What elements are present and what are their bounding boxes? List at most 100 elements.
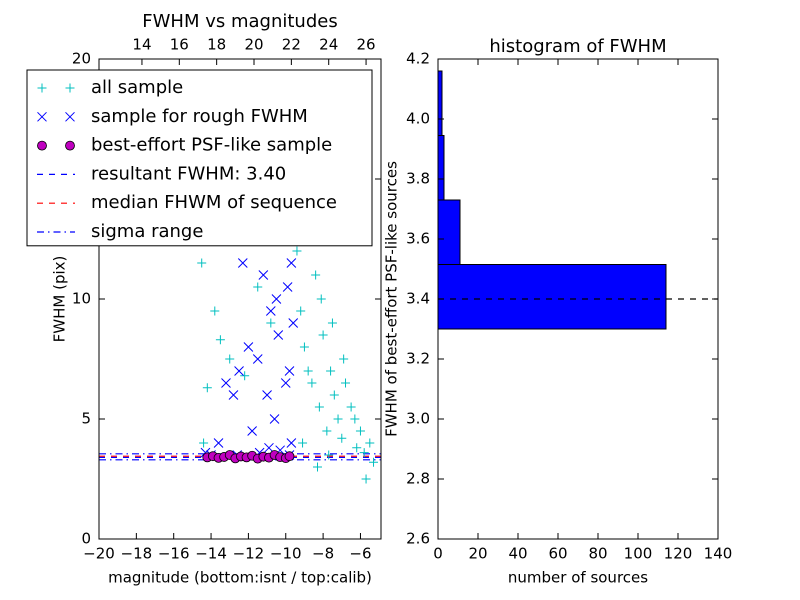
y-tick-label: 4.2 [406, 50, 430, 68]
marker-point [213, 438, 224, 448]
marker-point [292, 246, 302, 256]
legend-label: median FHWM of sequence [91, 192, 337, 213]
marker-point [247, 426, 257, 436]
x2-tick-label: 22 [282, 36, 301, 54]
marker-point [210, 306, 220, 316]
marker-point [197, 258, 207, 268]
marker-point [284, 366, 295, 376]
marker-point [282, 282, 293, 292]
marker-point [202, 383, 212, 393]
marker-point [346, 402, 356, 412]
marker-point [273, 330, 284, 340]
legend-marker [65, 111, 75, 122]
x-tick-label: −6 [349, 545, 371, 563]
marker-point [307, 378, 317, 388]
marker-point [350, 414, 360, 424]
marker-point [288, 318, 299, 328]
marker-point [355, 426, 365, 436]
x-tick-label: −14 [195, 545, 227, 563]
marker-point [262, 390, 272, 400]
y-tick-label: 2.8 [406, 470, 430, 488]
marker-point [240, 371, 250, 381]
marker-point [280, 378, 291, 388]
marker-point [314, 402, 324, 412]
marker-point [286, 258, 297, 268]
x-tick-label: −18 [121, 545, 153, 563]
x2-tick-label: 20 [244, 36, 263, 54]
marker-point [286, 438, 297, 448]
marker-point [352, 443, 362, 453]
legend: all sample sample for rough FWHM best-effo… [26, 69, 373, 247]
x2-tick-label: 24 [319, 36, 338, 54]
y-tick-label: 4.0 [406, 110, 430, 128]
legend-label: best-effort PSF-like sample [91, 135, 332, 156]
legend-box [26, 69, 373, 247]
marker-point [337, 433, 347, 443]
x-axis-label: number of sources [508, 569, 648, 587]
chart-title: histogram of FWHM [489, 36, 666, 57]
marker-point [284, 451, 295, 462]
legend-marker [65, 140, 75, 151]
marker-point [266, 318, 276, 328]
x-tick-label: 100 [624, 545, 653, 563]
legend-marker [65, 83, 75, 93]
marker-point [365, 438, 375, 448]
y-tick-label: 20 [72, 50, 91, 68]
x-tick-label: 120 [664, 545, 693, 563]
y-tick-label: 0 [81, 530, 91, 548]
x2-tick-label: 26 [357, 36, 376, 54]
x-tick-label: −20 [83, 545, 115, 563]
y-axis-label: FWHM of best-effort PSF-like sources [383, 161, 401, 437]
y-tick-label: 3.0 [406, 410, 430, 428]
marker-point [215, 335, 225, 345]
marker-point [361, 474, 371, 484]
x-tick-label: −16 [158, 545, 190, 563]
x2-tick-label: 18 [207, 36, 226, 54]
x-tick-label: 40 [508, 545, 527, 563]
legend-marker [37, 111, 47, 122]
legend-label: resultant FWHM: 3.40 [91, 163, 286, 184]
chart-title: FWHM vs magnitudes [142, 11, 337, 32]
x-tick-label: 60 [548, 545, 567, 563]
y-tick-label: 3.8 [406, 170, 430, 188]
marker-point [225, 354, 235, 364]
marker-point [228, 390, 239, 400]
histogram-bar [438, 199, 461, 265]
y-tick-label: 3.4 [406, 290, 430, 308]
legend-label: sample for rough FWHM [91, 106, 308, 127]
plot-area [438, 70, 718, 330]
histogram-bar [438, 135, 445, 201]
legend-label: all sample [91, 77, 183, 98]
x-tick-label: 140 [704, 545, 733, 563]
x2-tick-label: 14 [132, 36, 151, 54]
marker-point [303, 366, 313, 376]
marker-point [341, 378, 351, 388]
marker-point [296, 306, 306, 316]
marker-point [265, 306, 276, 316]
plot-area [99, 174, 381, 484]
marker-point [311, 270, 321, 280]
legend-marker [37, 140, 47, 151]
legend-label: sigma range [91, 221, 203, 242]
x-tick-label: −10 [270, 545, 302, 563]
marker-point [264, 442, 274, 453]
y-tick-label: 3.6 [406, 230, 430, 248]
marker-point [369, 457, 379, 467]
y-tick-label: 3.2 [406, 350, 430, 368]
x-tick-label: −12 [233, 545, 265, 563]
marker-point [237, 258, 248, 268]
marker-point [258, 270, 269, 280]
x-tick-label: −8 [312, 545, 334, 563]
marker-point [318, 330, 328, 340]
marker-point [269, 414, 280, 424]
marker-point [253, 282, 263, 292]
legend-marker [37, 83, 47, 93]
marker-point [199, 438, 209, 448]
x-tick-label: 80 [588, 545, 607, 563]
histogram-bar [438, 264, 667, 330]
marker-point [327, 318, 337, 328]
marker-point [333, 414, 343, 424]
marker-point [313, 462, 323, 472]
